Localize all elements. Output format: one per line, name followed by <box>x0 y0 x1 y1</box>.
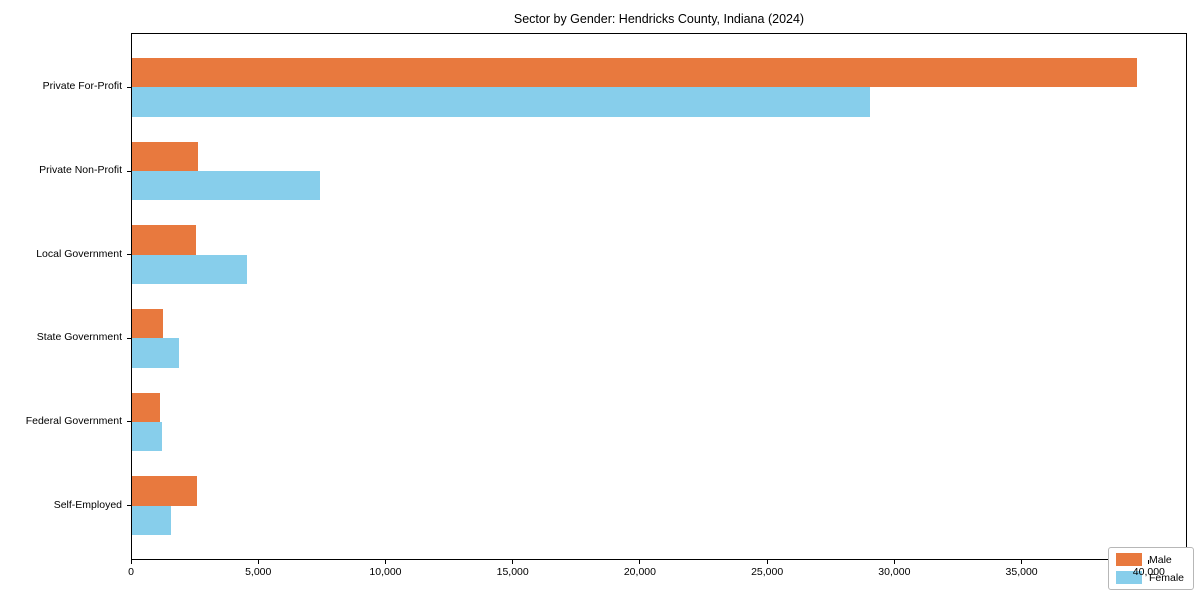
bar-male <box>132 309 163 339</box>
y-category-label: Self-Employed <box>53 498 122 511</box>
chart-title: Sector by Gender: Hendricks County, Indi… <box>513 12 805 26</box>
bar-male <box>132 392 160 422</box>
bar-male <box>132 58 1137 88</box>
y-axis-tick <box>127 254 131 256</box>
y-axis-tick <box>127 337 131 339</box>
x-axis-tick <box>893 560 895 564</box>
male-swatch-icon <box>1115 553 1142 566</box>
bar-female <box>132 171 320 201</box>
x-axis-tick <box>384 560 386 564</box>
x-axis-tick <box>257 560 259 564</box>
x-tick-label: 25,000 <box>751 566 784 578</box>
x-axis-tick <box>766 560 768 564</box>
bar-male <box>132 476 197 506</box>
y-axis-tick <box>127 421 131 423</box>
bar-male <box>132 225 196 255</box>
y-axis-tick <box>127 86 131 88</box>
legend-label-female: Female <box>1148 571 1184 584</box>
x-axis-tick <box>639 560 641 564</box>
y-category-label: Private For-Profit <box>42 80 122 93</box>
legend-item-female: Female <box>1115 571 1184 584</box>
x-axis-tick <box>1021 560 1023 564</box>
x-axis-tick <box>130 560 132 564</box>
x-tick-label: 40,000 <box>1132 566 1165 578</box>
x-tick-label: 0 <box>128 566 134 578</box>
y-category-label: Local Government <box>36 247 122 260</box>
bar-female <box>132 254 247 284</box>
bar-male <box>132 141 198 171</box>
x-tick-label: 15,000 <box>496 566 529 578</box>
legend-label-male: Male <box>1148 553 1172 566</box>
x-tick-label: 10,000 <box>369 566 402 578</box>
bar-female <box>132 505 171 535</box>
bar-female <box>132 421 162 452</box>
x-axis-tick <box>512 560 514 564</box>
x-tick-label: 35,000 <box>1005 566 1038 578</box>
x-tick-label: 30,000 <box>878 566 911 578</box>
y-category-label: Private Non-Profit <box>39 164 122 177</box>
bar-female <box>132 338 179 368</box>
plot-area <box>131 33 1187 560</box>
x-axis-tick <box>1148 560 1150 564</box>
y-category-label: State Government <box>36 331 122 344</box>
female-swatch-icon <box>1115 571 1142 584</box>
y-category-label: Federal Government <box>25 414 122 427</box>
y-axis-tick <box>127 505 131 507</box>
x-tick-label: 20,000 <box>623 566 656 578</box>
legend: Male Female <box>1107 547 1194 590</box>
bar-female <box>132 87 870 117</box>
legend-item-male: Male <box>1115 553 1184 566</box>
y-axis-tick <box>127 170 131 172</box>
x-tick-label: 5,000 <box>245 566 272 578</box>
